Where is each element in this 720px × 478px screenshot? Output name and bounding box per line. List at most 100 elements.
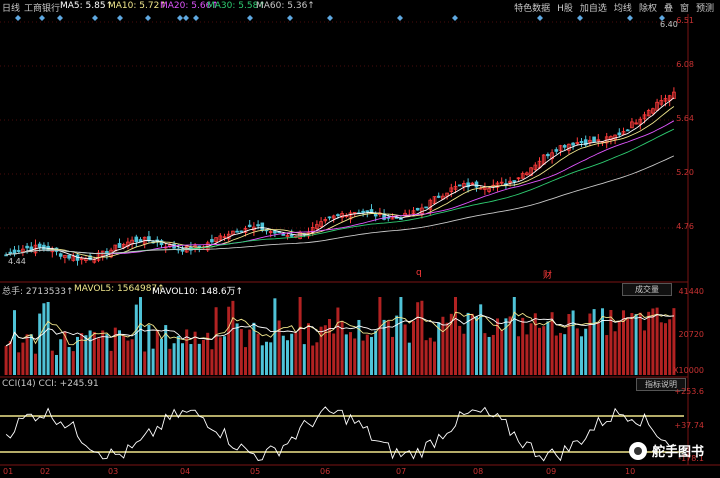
candle-body [428, 199, 433, 210]
candle-body [88, 255, 92, 261]
volume-bar [349, 332, 352, 375]
menu-forecast[interactable]: 预测 [695, 4, 714, 14]
ma10-label: MA10: 5.72↑ [108, 1, 167, 11]
volume-bar [462, 333, 466, 375]
event-marker-q[interactable]: q [416, 268, 422, 278]
volume-bar [130, 339, 134, 375]
volume-bar [441, 316, 445, 375]
month-label: 06 [320, 467, 331, 476]
volume-bar [596, 322, 600, 375]
candle-body [210, 239, 214, 243]
candle-body [508, 180, 512, 184]
candle-body [655, 101, 659, 111]
volume-bar [609, 309, 613, 375]
candle-body [663, 98, 668, 102]
panel-frames [0, 14, 720, 466]
candle-body [29, 246, 34, 251]
candle-body [348, 212, 353, 220]
volume-bar [256, 333, 260, 375]
menu-h-share[interactable]: H股 [557, 4, 573, 14]
menu-ex-rights[interactable]: 除权 [638, 4, 657, 14]
volume-bar [172, 343, 176, 375]
volume-bar [365, 334, 369, 375]
candlesticks [4, 87, 676, 266]
volume-bar [466, 312, 470, 375]
volume-bar [395, 315, 399, 375]
volume-bar [17, 352, 21, 375]
candle-body [520, 173, 525, 179]
volume-bar [147, 325, 151, 375]
candle-body [117, 243, 122, 248]
volume-bar [101, 330, 105, 375]
event-diamond-icon [627, 15, 633, 21]
event-diamond-icon [577, 15, 583, 21]
volume-bar [344, 334, 348, 375]
volume-bar [84, 335, 88, 375]
volume-bar [416, 302, 420, 375]
volume-bar [328, 318, 331, 375]
candle-body [453, 185, 458, 190]
volume-bar [357, 319, 361, 375]
candle-body [373, 213, 378, 217]
volume-bar [80, 333, 84, 375]
candle-body [285, 234, 290, 237]
price-axis-label: 6.08 [676, 60, 694, 69]
volume-bar [227, 306, 231, 375]
candle-body [495, 182, 500, 188]
volume-bar [559, 332, 562, 375]
watermark: 舵手图书 [628, 441, 704, 460]
ma60-line [5, 155, 675, 256]
candle-body [315, 224, 319, 229]
candle-body [79, 257, 84, 261]
volume-bar [25, 334, 29, 375]
candle-body [596, 139, 601, 142]
volume-bar [67, 347, 71, 375]
volume-bar [500, 329, 504, 375]
price-axis-label: 6.51 [676, 16, 694, 25]
volume-bar [651, 308, 655, 375]
menu-feature-data[interactable]: 特色数据 [514, 4, 551, 14]
menu-moving-average[interactable]: 均线 [613, 4, 632, 14]
volume-axis-label: 41440 [678, 287, 704, 296]
menu-overlay[interactable]: 叠 [663, 4, 673, 14]
candle-body [558, 145, 563, 151]
candle-body [42, 244, 46, 250]
indicator-help-button[interactable]: 指标说明 [636, 378, 686, 391]
volume-bar [281, 335, 285, 375]
volume-bar [151, 348, 155, 375]
volume-bar [638, 312, 642, 375]
candle-body [588, 139, 592, 143]
volume-bar [517, 336, 520, 375]
candle-body [516, 177, 521, 180]
candle-body [415, 207, 420, 211]
period-label[interactable]: 日线 [2, 4, 21, 14]
month-label: 03 [108, 467, 119, 476]
volume-bar [504, 318, 508, 375]
candle-body [369, 209, 374, 213]
month-label: 02 [40, 467, 51, 476]
menu-window[interactable]: 窗 [679, 4, 689, 14]
event-diamond-icon [452, 15, 458, 21]
month-label: 04 [180, 467, 191, 476]
menu-add-watchlist[interactable]: 加自选 [579, 4, 607, 14]
volume-bar [134, 304, 138, 375]
event-diamond-icon [327, 15, 333, 21]
volume-bar [391, 336, 394, 375]
volume-bar [126, 340, 130, 375]
candle-body [659, 100, 664, 105]
event-diamond-icon [92, 15, 98, 21]
volume-bar [483, 333, 487, 375]
volume-bar [571, 310, 575, 375]
volume-bar [21, 342, 25, 375]
candle-body [58, 253, 63, 257]
volume-bar [496, 318, 499, 375]
cci-axis-label: +37.74 [674, 421, 704, 430]
event-marker-finance[interactable]: 财 [543, 271, 553, 281]
mavol5-line [5, 311, 674, 347]
volume-bar [617, 320, 621, 375]
volume-bar [470, 313, 474, 375]
candle-body [247, 224, 252, 228]
volume-bar [143, 351, 147, 375]
volume-indicator-tab[interactable]: 成交量 [622, 283, 672, 296]
